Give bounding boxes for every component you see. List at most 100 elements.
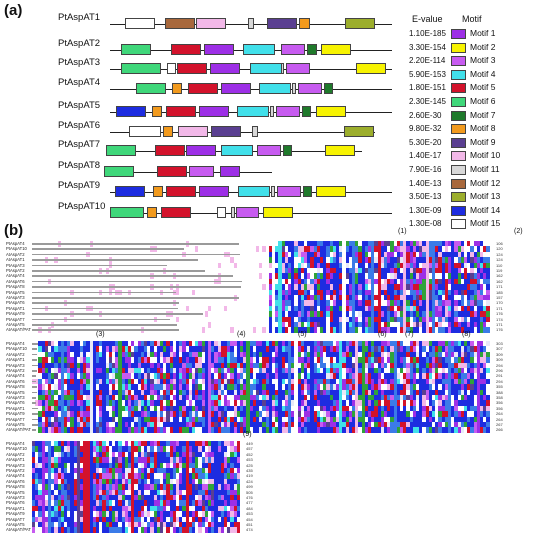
alignment-residue-line — [32, 424, 38, 426]
alignment-position-number: 170 — [496, 300, 503, 305]
motif-13-box — [345, 18, 375, 29]
legend-label: Motif 14 — [470, 205, 500, 215]
motif-6-box — [121, 44, 151, 55]
legend-label: Motif 6 — [470, 96, 496, 106]
evalue-text: 1.30E-08 — [409, 219, 441, 228]
alignment-position-number: 296 — [496, 368, 503, 373]
alignment-cell — [262, 327, 265, 333]
gene-row: PtAspAT6 — [0, 118, 400, 138]
gene-name: PtAspAT4 — [58, 77, 100, 88]
legend-label: Motif 1 — [470, 28, 496, 38]
evalue-text: 1.40E-17 — [409, 151, 441, 160]
alignment-position-number: 174 — [496, 317, 503, 322]
motif-11-box — [231, 207, 235, 218]
motif-11-box — [270, 106, 274, 117]
alignment-seq-name: AtAspAT/PAT — [6, 527, 31, 532]
alignment-residue-line — [32, 397, 36, 399]
motif-15-box — [217, 207, 226, 218]
legend-item: Motif 12 — [451, 178, 543, 190]
legend-item: Motif 13 — [451, 191, 543, 203]
alignment-cell — [205, 311, 208, 317]
alignment-residue-line — [32, 270, 205, 272]
alignment-residue-line — [32, 402, 36, 404]
gene-row: PtAspAT5 — [0, 98, 400, 118]
motif-header: Motif — [462, 14, 482, 24]
motif-7-box — [303, 186, 312, 197]
motif-3-box — [236, 207, 259, 218]
alignment-residue-line — [32, 319, 170, 321]
alignment-cell — [176, 317, 179, 323]
alignment-position-number: 264 — [496, 411, 503, 416]
motif-6-box — [110, 207, 144, 218]
motif-8-box — [299, 18, 310, 29]
legend-item: Motif 4 — [451, 69, 543, 81]
motif-6-box — [136, 83, 166, 94]
alignment-residue-line — [32, 408, 38, 410]
alignment-residue-line — [32, 381, 36, 383]
alignment-cell — [259, 273, 262, 279]
legend-item: Motif 5 — [451, 82, 543, 94]
evalue-text: 2.20E-114 — [409, 56, 445, 65]
alignment-position-number: 355 — [496, 384, 503, 389]
alignment-cell — [192, 290, 195, 296]
motif-6-box — [121, 63, 161, 74]
alignment-position-number: 171 — [496, 306, 503, 311]
evalue-text: 3.50E-13 — [409, 192, 441, 201]
motif-3-box — [277, 186, 301, 197]
gene-name: PtAspAT1 — [58, 12, 100, 23]
motif-9-box — [267, 18, 297, 29]
alignment-residue-line — [32, 308, 178, 310]
alignment-residue-line — [32, 297, 239, 299]
motif-6-box — [104, 166, 134, 177]
alignment-position-number: 106 — [496, 241, 503, 246]
legend-item: Motif 8 — [451, 123, 543, 135]
motif-7-box — [324, 83, 333, 94]
motif-10-box — [196, 18, 226, 29]
alignment-position-number: 356 — [496, 400, 503, 405]
motif-1-box — [210, 63, 240, 74]
alignment-residue-line — [32, 359, 37, 361]
alignment-position-number: 110 — [496, 263, 502, 268]
motif-4-box — [250, 63, 282, 74]
alignment-residue-line — [32, 243, 239, 245]
alignment-cell — [186, 306, 189, 312]
motif-11-box — [271, 186, 275, 197]
alignment-residue-line — [32, 248, 184, 250]
alignment-position-number: 291 — [496, 373, 503, 378]
evalue-text: 9.80E-32 — [409, 124, 441, 133]
gene-name: PtAspAT8 — [58, 160, 100, 171]
motif-15-box — [129, 126, 161, 137]
motif-5-box — [177, 63, 207, 74]
motif-11-box — [248, 18, 254, 29]
alignment-position-number: 124 — [496, 252, 503, 257]
gene-row: PtAspAT9 — [0, 178, 400, 198]
gene-name: PtAspAT3 — [58, 57, 100, 68]
gene-name: PtAspAT6 — [58, 120, 100, 131]
evalue-header: E-value — [412, 14, 443, 24]
alignment-position-number: 162 — [496, 273, 503, 278]
motif-13-box — [344, 126, 374, 137]
motif-1-box — [199, 106, 229, 117]
legend-swatch — [451, 70, 466, 80]
legend-label: Motif 4 — [470, 69, 496, 79]
legend-swatch — [451, 29, 466, 39]
motif-15-box — [125, 18, 155, 29]
alignment-residue-line — [32, 254, 240, 256]
evalue-text: 5.30E-20 — [409, 138, 441, 147]
legend-item: Motif 7 — [451, 110, 543, 122]
alignment-position-number: 185 — [496, 290, 503, 295]
legend-item: Motif 15 — [451, 218, 543, 230]
legend-swatch — [451, 56, 466, 66]
legend-swatch — [451, 165, 466, 175]
motif-8-box — [163, 126, 173, 137]
alignment-position-number: 294 — [496, 379, 503, 384]
motif-8-box — [153, 186, 163, 197]
alignment-residue-line — [32, 343, 38, 345]
motif-4-box — [243, 44, 275, 55]
legend-swatch — [451, 151, 466, 161]
alignment-position-number: 119 — [496, 268, 502, 273]
motif-4-box — [238, 186, 270, 197]
alignment-residue-line — [32, 392, 37, 394]
alignment-seq-name: AtAspAT/PAT — [6, 327, 31, 332]
alignment-position-number: 294 — [496, 363, 503, 368]
